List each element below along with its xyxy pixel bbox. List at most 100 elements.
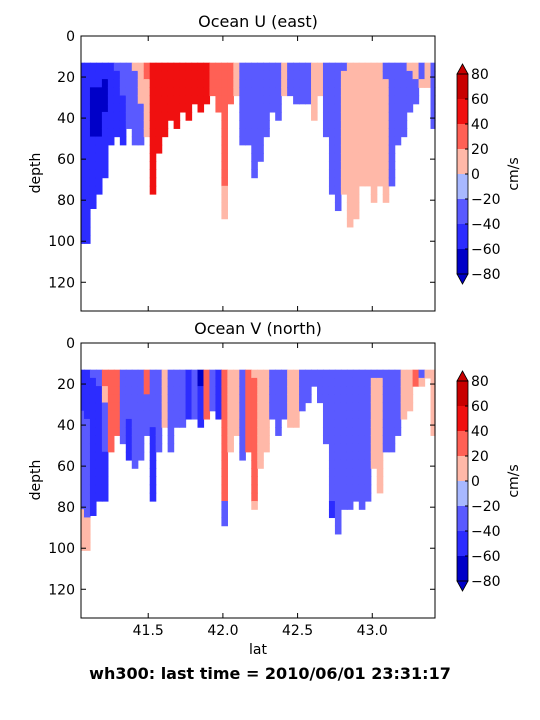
- ocean-v-cell: [167, 402, 175, 412]
- ocean-v-cell: [352, 377, 360, 387]
- ocean-v-cell: [328, 484, 336, 494]
- ocean-v-cell: [179, 369, 187, 379]
- ocean-v-cell: [203, 377, 211, 387]
- ocean-v-cell: [185, 369, 193, 379]
- ocean-u-cell: [293, 70, 300, 80]
- ocean-v-cell: [275, 402, 282, 412]
- ocean-v-cell: [221, 509, 228, 519]
- ocean-v-cell: [394, 410, 402, 420]
- ocean-v-cell: [221, 476, 228, 486]
- ocean-u-cell: [340, 128, 348, 138]
- ocean-u-cell: [322, 120, 330, 129]
- ocean-u-cell: [257, 95, 264, 105]
- ocean-u-cell: [89, 79, 97, 88]
- ocean-u-cell: [328, 120, 336, 129]
- ocean-u-cell: [322, 111, 330, 121]
- ocean-u-cell: [83, 79, 91, 88]
- ocean-u-cell: [83, 161, 91, 170]
- ocean-v-cell: [203, 386, 211, 395]
- ocean-v-cell: [209, 377, 217, 387]
- ocean-u-cell: [251, 144, 258, 154]
- ocean-v-cell: [221, 369, 228, 379]
- ocean-u-cell: [370, 185, 378, 195]
- ocean-u-cell: [376, 120, 384, 129]
- ocean-u-cell: [358, 136, 366, 146]
- ocean-v-cell: [173, 410, 181, 420]
- ocean-v-cell: [149, 427, 157, 436]
- ocean-u-cell: [203, 70, 211, 80]
- ocean-v-cell: [352, 369, 360, 379]
- ocean-v-cell: [81, 451, 85, 461]
- ocean-v-cell: [179, 402, 187, 412]
- ocean-u-cell: [334, 62, 342, 72]
- ocean-v-cell: [257, 418, 264, 428]
- ocean-u-colorbar-tick-label: −60: [471, 242, 501, 258]
- ocean-u-cell: [346, 120, 354, 129]
- ocean-u-cell: [388, 128, 396, 138]
- ocean-v-cell: [346, 402, 354, 412]
- ocean-u-cell: [155, 144, 163, 154]
- ocean-v-cell: [149, 369, 157, 379]
- ocean-v-cell: [89, 509, 97, 516]
- ocean-u-cell: [101, 144, 109, 154]
- ocean-v-cell: [143, 369, 151, 379]
- ocean-v-cell: [358, 501, 366, 510]
- ocean-v-cell: [346, 459, 354, 469]
- ocean-v-cell: [149, 402, 157, 412]
- ocean-u-cell: [95, 136, 103, 146]
- ocean-u-cell: [352, 95, 360, 105]
- ocean-v-cell: [328, 459, 336, 469]
- ocean-v-cell: [167, 369, 175, 379]
- ocean-u-cell: [364, 95, 372, 105]
- ocean-u-cell: [328, 87, 336, 97]
- ocean-v-cell: [352, 459, 360, 469]
- ocean-v-cell: [83, 386, 91, 395]
- ocean-v-cell: [263, 369, 270, 379]
- ocean-u-cell: [179, 87, 187, 97]
- ocean-v-cell: [221, 394, 228, 404]
- ocean-u-cell: [89, 111, 97, 121]
- ocean-v-cell: [107, 394, 115, 404]
- ocean-u-cell: [233, 62, 240, 72]
- ocean-u-cell: [149, 169, 157, 179]
- ocean-v-cell: [81, 501, 85, 510]
- ocean-v-cell: [131, 369, 139, 379]
- ocean-u-cell: [334, 111, 342, 121]
- ocean-v-cell: [137, 369, 145, 379]
- ocean-u-cell: [185, 62, 193, 72]
- ocean-u-cell: [83, 185, 91, 195]
- ocean-v-cell: [113, 386, 121, 395]
- ocean-v-y-tick-label: 60: [57, 459, 75, 475]
- ocean-v-cell: [179, 377, 187, 387]
- ocean-u-cell: [155, 62, 163, 72]
- ocean-u-cell: [364, 152, 372, 162]
- ocean-u-cell: [352, 202, 360, 212]
- ocean-u-cell: [245, 136, 252, 146]
- ocean-u-cell: [239, 136, 246, 146]
- ocean-v-cell: [83, 402, 91, 412]
- ocean-u-cell: [251, 70, 258, 80]
- ocean-v-cell: [83, 476, 91, 486]
- ocean-v-cell: [376, 394, 384, 404]
- ocean-u-cell: [83, 218, 91, 228]
- ocean-v-cell: [299, 402, 306, 412]
- ocean-v-cell: [185, 377, 193, 387]
- ocean-v-cell: [125, 443, 133, 453]
- ocean-v-cell: [131, 435, 139, 445]
- ocean-u-cell: [364, 136, 372, 146]
- ocean-u-cell: [113, 95, 121, 105]
- ocean-u-cell: [89, 87, 97, 97]
- ocean-u-cell: [119, 136, 127, 146]
- ocean-v-cell: [322, 410, 330, 420]
- ocean-v-y-tick-label: 120: [48, 582, 75, 598]
- ocean-v-cell: [95, 410, 103, 420]
- ocean-u-cell: [107, 136, 115, 146]
- ocean-u-cell: [376, 169, 384, 179]
- ocean-v-cell: [263, 402, 270, 412]
- ocean-v-cell: [364, 468, 372, 477]
- ocean-u-cell: [299, 95, 306, 105]
- ocean-v-cell: [131, 418, 139, 428]
- ocean-u-cell: [406, 87, 414, 97]
- ocean-v-cell: [173, 402, 181, 412]
- ocean-u-cell: [364, 144, 372, 154]
